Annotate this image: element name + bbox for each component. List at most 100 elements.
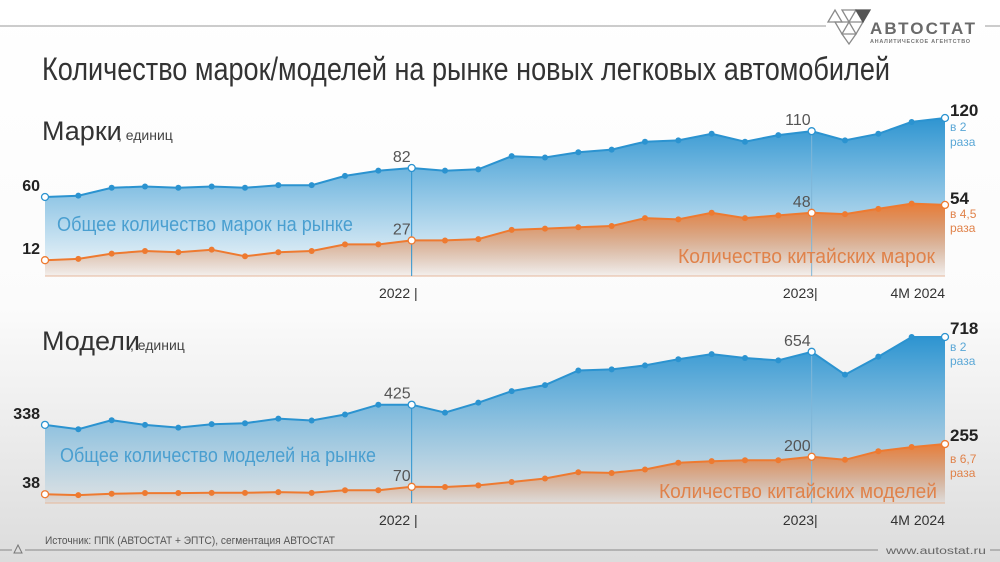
value-label: 70: [393, 468, 411, 485]
data-point: [708, 209, 715, 216]
highlight-point: [940, 439, 950, 449]
data-point: [142, 183, 148, 190]
data-point: [442, 409, 448, 416]
data-point: [742, 138, 748, 145]
data-point: [908, 444, 915, 451]
data-point: [175, 184, 182, 191]
data-point: [375, 401, 382, 408]
growth-note: в 4,5: [950, 207, 977, 221]
data-point: [475, 482, 482, 489]
data-point: [708, 458, 715, 465]
data-point: [108, 490, 115, 497]
data-point: [275, 489, 282, 496]
chart-unit: , единиц: [130, 337, 185, 353]
series-line-1: [44, 443, 946, 497]
data-point: [842, 371, 848, 378]
x-tick-label: 2023|: [783, 512, 818, 528]
data-point: [675, 137, 682, 144]
data-point: [742, 457, 748, 464]
data-point: [242, 253, 248, 260]
growth-note: в 2: [950, 120, 967, 134]
start-value-label: 60: [22, 178, 40, 195]
data-point: [642, 466, 648, 473]
data-point: [342, 487, 348, 494]
data-point: [175, 249, 182, 256]
end-value-label: 255: [950, 426, 978, 445]
end-value-label: 718: [950, 319, 978, 338]
data-point: [875, 205, 882, 212]
data-point: [642, 138, 648, 145]
data-point: [542, 225, 548, 232]
data-point: [342, 411, 348, 418]
data-point: [642, 362, 648, 369]
data-point: [208, 421, 215, 428]
data-point: [75, 255, 82, 262]
models-chart: Модели, единиц 2022 | 2023| 4M 2024 338 425 65…: [13, 319, 978, 528]
data-point: [775, 457, 782, 464]
x-tick-label: 2023|: [783, 285, 818, 301]
series-area-1: [45, 444, 945, 503]
data-point: [908, 118, 915, 125]
growth-note: раза: [950, 354, 976, 368]
data-point: [75, 426, 82, 433]
data-point: [775, 212, 782, 219]
data-point: [342, 172, 348, 179]
data-point: [308, 247, 315, 254]
data-point: [908, 200, 915, 207]
brands-chart: Марки, единиц 2022 | 2023| 4M 2024 60 82 110 12…: [22, 101, 978, 301]
data-point: [308, 182, 315, 189]
series-label: Количество китайских марок: [678, 246, 935, 268]
data-point: [908, 334, 915, 340]
growth-note: раза: [950, 221, 976, 235]
series-label: Общее количество марок на рынке: [57, 214, 353, 236]
data-point: [542, 154, 548, 161]
logo-name: АВТОСТАТ: [870, 19, 976, 38]
data-point: [475, 399, 482, 406]
highlight-point: [807, 347, 816, 356]
x-tick-label: 4M 2024: [891, 512, 946, 528]
end-value-label: 120: [950, 101, 978, 120]
data-point: [175, 424, 182, 431]
data-point: [142, 421, 148, 428]
series-label: Общее количество моделей на рынке: [60, 445, 376, 467]
data-point: [608, 146, 615, 153]
data-point: [575, 469, 582, 476]
highlight-point: [940, 332, 950, 342]
website-link[interactable]: www.autostat.ru: [885, 546, 986, 557]
highlight-point: [807, 127, 816, 136]
data-point: [442, 167, 448, 174]
value-label: 110: [785, 112, 811, 129]
value-label: 27: [393, 221, 411, 238]
data-point: [742, 355, 748, 362]
data-point: [675, 459, 682, 466]
highlight-point: [40, 256, 50, 265]
data-point: [575, 224, 582, 231]
source-note: Источник: ППК (АВТОСТАТ + ЭПТС), сегмент…: [45, 535, 335, 547]
data-point: [508, 388, 515, 395]
data-point: [842, 456, 848, 463]
growth-note: в 2: [950, 340, 967, 354]
chart-title: Марки: [42, 116, 122, 146]
series-line-1: [44, 202, 946, 262]
highlight-point: [407, 236, 416, 245]
data-point: [875, 448, 882, 455]
data-point: [575, 367, 582, 374]
data-point: [375, 167, 382, 174]
data-point: [508, 153, 515, 160]
highlight-point: [940, 200, 950, 210]
x-tick-label: 2022 |: [379, 512, 418, 528]
data-point: [242, 184, 248, 191]
data-point: [275, 249, 282, 256]
value-label: 82: [393, 149, 411, 166]
highlight-point: [407, 482, 416, 491]
start-value-label: 338: [13, 406, 40, 423]
highlight-point: [807, 208, 816, 217]
triangle-icon: [13, 543, 23, 554]
highlight-point: [40, 490, 50, 499]
highlight-point: [40, 192, 50, 202]
x-tick-label: 4M 2024: [891, 285, 946, 301]
highlight-point: [940, 113, 950, 123]
data-point: [775, 357, 782, 364]
data-point: [75, 192, 82, 199]
